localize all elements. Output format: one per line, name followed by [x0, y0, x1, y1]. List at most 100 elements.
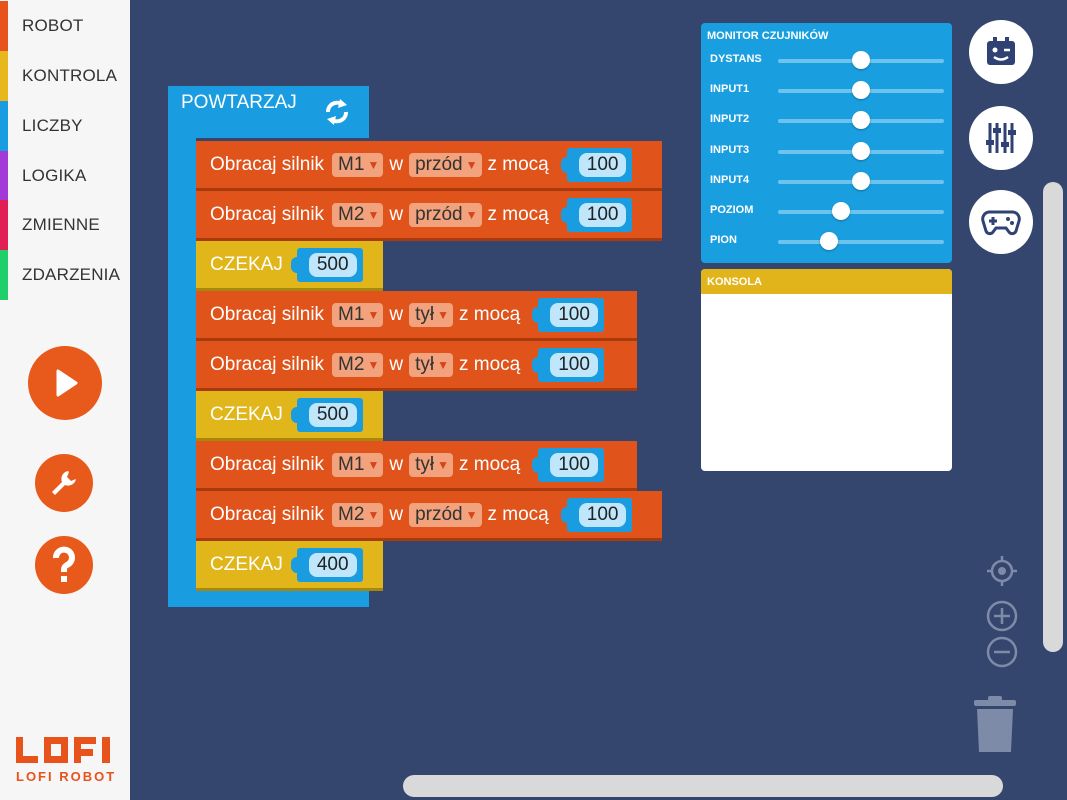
motor-select[interactable]: M2 ▼ [332, 202, 384, 227]
category-logika[interactable]: LOGIKA [0, 151, 130, 201]
number-block-plug [560, 206, 571, 223]
sensor-slider-knob [852, 51, 870, 69]
number-block[interactable]: 100 [532, 297, 604, 332]
wait-block[interactable]: CZEKAJ 500 [196, 391, 383, 441]
number-block[interactable]: 100 [560, 497, 633, 532]
wrench-icon [52, 471, 76, 495]
category-label: ZDARZENIA [22, 265, 121, 284]
number-block[interactable]: 500 [290, 397, 363, 432]
power-label: z mocą [487, 503, 549, 525]
direction-select[interactable]: tył ▼ [409, 302, 453, 327]
motor-select-value: M2 [338, 503, 365, 525]
settings-button[interactable] [35, 454, 93, 512]
category-color-bar [0, 1, 8, 51]
trash-icon[interactable] [972, 696, 1018, 754]
repeat-icon [326, 99, 348, 125]
motor-block[interactable]: Obracaj silnik M1 ▼ w tył ▼ z mocą 100 [196, 441, 637, 491]
sensor-slider-knob [832, 202, 851, 220]
direction-select-value: przód [415, 503, 463, 525]
sensor-monitor-title: MONITOR CZUJNIKÓW [707, 30, 829, 42]
dropdown-arrow-icon: ▼ [437, 457, 449, 472]
number-block[interactable]: 100 [532, 347, 604, 382]
sensor-slider-knob [852, 141, 870, 160]
number-block-plug [532, 356, 543, 373]
direction-select[interactable]: tył ▼ [409, 352, 453, 377]
category-label: ZMIENNE [22, 215, 100, 234]
zoom-in-icon[interactable] [986, 600, 1018, 632]
motor-select[interactable]: M1 ▼ [332, 302, 384, 327]
number-block-plug [290, 556, 301, 573]
run-button[interactable] [28, 346, 102, 420]
motor-select[interactable]: M2 ▼ [332, 502, 384, 527]
sensor-slider-track [778, 210, 944, 214]
motor-select[interactable]: M1 ▼ [332, 452, 384, 477]
power-value-field[interactable]: 100 [550, 352, 598, 377]
zoom-out-icon[interactable] [986, 636, 1018, 668]
number-block[interactable]: 100 [532, 447, 604, 482]
sensor-label: INPUT1 [710, 83, 750, 96]
dropdown-arrow-icon: ▼ [437, 307, 449, 322]
sliders-button[interactable] [969, 106, 1033, 170]
sensor-slider-knob [852, 81, 870, 100]
direction-select[interactable]: przód ▼ [409, 152, 482, 177]
number-block[interactable]: 500 [290, 247, 363, 282]
wait-value-field[interactable]: 500 [308, 402, 357, 427]
category-liczby[interactable]: LICZBY [0, 101, 130, 151]
category-zmienne[interactable]: ZMIENNE [0, 200, 130, 250]
vertical-scrollbar[interactable] [1043, 182, 1063, 652]
direction-select[interactable]: tył ▼ [409, 452, 453, 477]
direction-select[interactable]: przód ▼ [409, 502, 482, 527]
power-label: z mocą [458, 303, 521, 325]
wait-value-field[interactable]: 500 [308, 252, 357, 277]
motor-block[interactable]: Obracaj silnik M2 ▼ w tył ▼ z mocą 100 [196, 341, 637, 391]
dropdown-arrow-icon: ▼ [465, 507, 478, 522]
direction-select[interactable]: przód ▼ [409, 202, 482, 227]
number-block[interactable]: 100 [560, 147, 633, 182]
wait-block[interactable]: CZEKAJ 500 [196, 241, 383, 291]
sensor-row: INPUT3 [701, 141, 952, 161]
power-value-field[interactable]: 100 [578, 152, 627, 177]
robot-button[interactable] [969, 20, 1033, 84]
motor-block[interactable]: Obracaj silnik M1 ▼ w przód ▼ z mocą 100 [196, 141, 662, 191]
horizontal-scrollbar[interactable] [403, 775, 1003, 797]
play-icon [56, 369, 78, 397]
motor-select-value: M1 [338, 303, 365, 325]
motor-select[interactable]: M2 ▼ [332, 352, 384, 377]
motor-block-label: Obracaj silnik [210, 453, 325, 475]
motor-select[interactable]: M1 ▼ [332, 152, 384, 177]
power-value-field[interactable]: 100 [550, 302, 598, 327]
dropdown-arrow-icon: ▼ [367, 507, 380, 522]
category-color-bar [0, 101, 8, 151]
motor-block[interactable]: Obracaj silnik M2 ▼ w przód ▼ z mocą 100 [196, 491, 662, 541]
wait-value-field[interactable]: 400 [308, 552, 357, 577]
gamepad-button[interactable] [969, 190, 1033, 254]
blocks-workspace[interactable]: POWTARZAJ Obracaj silnik M1 ▼ w przód ▼ z mocą… [130, 0, 1067, 800]
repeat-block[interactable]: POWTARZAJ [168, 86, 369, 607]
w-label: w [389, 153, 404, 175]
sensor-label: POZIOM [710, 204, 754, 216]
motor-block[interactable]: Obracaj silnik M1 ▼ w tył ▼ z mocą 100 [196, 291, 637, 341]
power-label: z mocą [487, 153, 549, 175]
crosshair-icon[interactable] [985, 554, 1019, 588]
sensor-monitor: MONITOR CZUJNIKÓW DYSTANS INPUT1 INPUT2 INP… [701, 23, 952, 263]
number-block[interactable]: 400 [290, 547, 363, 582]
motor-select-value: M2 [338, 353, 365, 375]
sensor-label: INPUT2 [710, 113, 750, 126]
category-zdarzenia[interactable]: ZDARZENIA [0, 250, 130, 300]
power-value-field[interactable]: 100 [550, 452, 598, 477]
number-block-plug [532, 306, 543, 323]
motor-block[interactable]: Obracaj silnik M2 ▼ w przód ▼ z mocą 100 [196, 191, 662, 241]
wait-block-label: CZEKAJ [210, 553, 283, 575]
direction-select-value: tył [415, 303, 435, 325]
power-value-field[interactable]: 100 [578, 202, 627, 227]
console-title: KONSOLA [701, 269, 952, 294]
category-kontrola[interactable]: KONTROLA [0, 51, 130, 101]
motor-select-value: M1 [338, 453, 365, 475]
wait-block[interactable]: CZEKAJ 400 [196, 541, 383, 591]
help-button[interactable] [35, 536, 93, 594]
robot-icon [987, 37, 1015, 65]
power-value-field[interactable]: 100 [578, 502, 627, 527]
question-icon [53, 546, 75, 582]
number-block[interactable]: 100 [560, 197, 633, 232]
category-robot[interactable]: ROBOT [0, 1, 130, 51]
